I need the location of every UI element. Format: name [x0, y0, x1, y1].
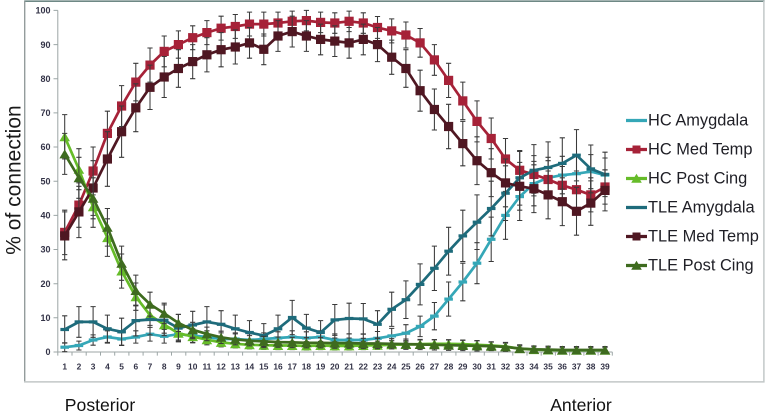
- svg-text:10: 10: [40, 313, 50, 323]
- svg-text:Anterior: Anterior: [550, 395, 612, 414]
- svg-text:18: 18: [302, 362, 312, 372]
- svg-text:37: 37: [572, 362, 582, 372]
- svg-text:6: 6: [133, 362, 138, 372]
- svg-text:38: 38: [586, 362, 596, 372]
- svg-text:35: 35: [543, 362, 553, 372]
- svg-text:16: 16: [273, 362, 283, 372]
- svg-text:23: 23: [373, 362, 383, 372]
- svg-text:90: 90: [40, 40, 50, 50]
- svg-text:7: 7: [148, 362, 153, 372]
- svg-text:100: 100: [35, 6, 50, 16]
- svg-text:31: 31: [487, 362, 497, 372]
- svg-text:HC Post Cing: HC Post Cing: [648, 170, 747, 188]
- svg-text:33: 33: [515, 362, 525, 372]
- svg-text:80: 80: [40, 74, 50, 84]
- svg-text:11: 11: [202, 362, 211, 372]
- svg-text:HC Med Temp: HC Med Temp: [648, 141, 752, 159]
- svg-text:39: 39: [600, 362, 610, 372]
- svg-text:40: 40: [40, 211, 50, 221]
- svg-text:28: 28: [444, 362, 454, 372]
- svg-text:1: 1: [62, 362, 67, 372]
- svg-text:Posterior: Posterior: [65, 395, 136, 414]
- svg-text:TLE Amygdala: TLE Amygdala: [648, 199, 755, 217]
- svg-text:0: 0: [45, 347, 50, 357]
- svg-text:13: 13: [231, 362, 241, 372]
- svg-text:4: 4: [105, 362, 110, 372]
- svg-text:TLE Post Cing: TLE Post Cing: [648, 257, 754, 275]
- svg-text:14: 14: [245, 362, 255, 372]
- svg-text:27: 27: [430, 362, 440, 372]
- svg-text:30: 30: [40, 245, 50, 255]
- svg-text:60: 60: [40, 142, 50, 152]
- svg-text:36: 36: [558, 362, 568, 372]
- svg-text:30: 30: [472, 362, 482, 372]
- svg-text:70: 70: [40, 108, 50, 118]
- svg-text:10: 10: [188, 362, 198, 372]
- svg-text:26: 26: [415, 362, 425, 372]
- svg-text:22: 22: [359, 362, 369, 372]
- svg-text:50: 50: [40, 176, 50, 186]
- svg-text:17: 17: [288, 362, 298, 372]
- svg-text:% of connection: % of connection: [3, 105, 26, 254]
- svg-text:24: 24: [387, 362, 397, 372]
- svg-text:5: 5: [119, 362, 124, 372]
- svg-text:15: 15: [259, 362, 269, 372]
- svg-text:3: 3: [91, 362, 96, 372]
- svg-text:12: 12: [216, 362, 226, 372]
- svg-text:21: 21: [344, 362, 354, 372]
- svg-text:34: 34: [529, 362, 539, 372]
- svg-text:8: 8: [162, 362, 167, 372]
- svg-text:25: 25: [401, 362, 411, 372]
- svg-text:20: 20: [40, 279, 50, 289]
- svg-text:20: 20: [330, 362, 340, 372]
- svg-text:9: 9: [176, 362, 181, 372]
- svg-text:19: 19: [316, 362, 326, 372]
- svg-text:32: 32: [501, 362, 511, 372]
- svg-text:TLE Med Temp: TLE Med Temp: [648, 228, 759, 246]
- svg-text:HC Amygdala: HC Amygdala: [648, 112, 749, 130]
- svg-text:29: 29: [458, 362, 468, 372]
- svg-text:2: 2: [77, 362, 82, 372]
